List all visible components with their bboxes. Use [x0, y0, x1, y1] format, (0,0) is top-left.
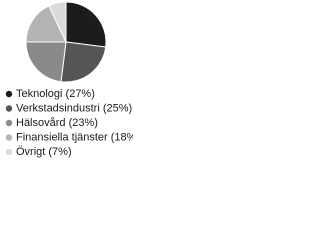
legend-label: Hälsovård (23%) [16, 117, 98, 129]
legend-marker [5, 90, 13, 98]
pie-slice [25, 5, 67, 43]
legend-label: Finansiella tjänster (18%) [16, 131, 133, 143]
legend-marker [5, 119, 13, 127]
pie-slice [65, 1, 107, 48]
legend-label: Verkstadsindustri (25%) [16, 102, 132, 114]
pie-slice [48, 1, 67, 43]
legend-label: Övrigt (7%) [16, 146, 72, 158]
legend-marker [5, 105, 13, 112]
pie-slice [60, 41, 107, 83]
chart: Teknologi (27%) Verkstadsindustri (25%) Hä… [5, 1, 133, 158]
pie-slice [25, 41, 67, 83]
legend-marker [5, 134, 13, 141]
legend-label: Teknologi (27%) [16, 88, 95, 100]
legend-marker [5, 148, 13, 156]
